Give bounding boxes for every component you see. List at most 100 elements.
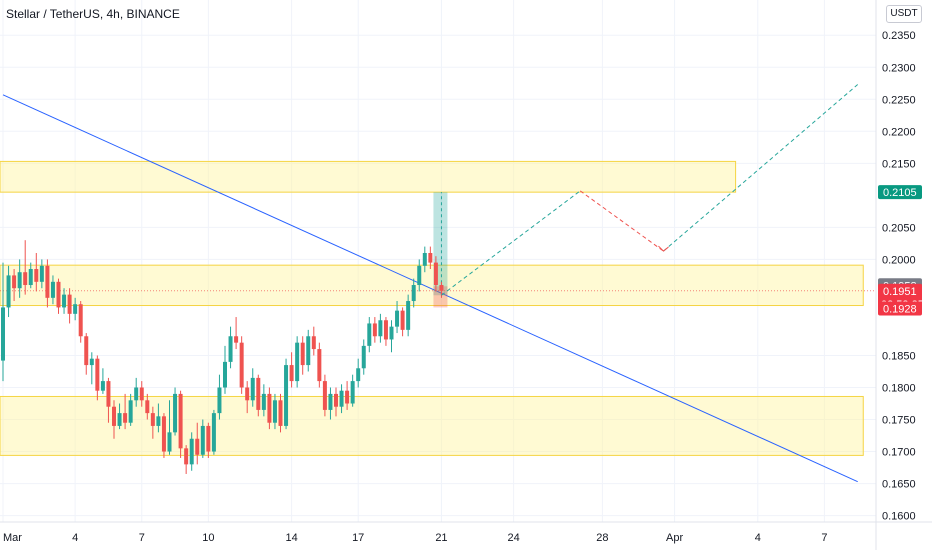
- candle-body: [84, 336, 89, 366]
- candle-body: [62, 294, 67, 308]
- candle-body: [123, 413, 128, 423]
- candle-body: [372, 323, 377, 337]
- projection-layer: [441, 84, 859, 296]
- zones-layer: [0, 160, 864, 456]
- candle-body: [356, 368, 361, 382]
- projection-arrow: [658, 245, 669, 252]
- price-tag-label: 0.1928: [883, 304, 917, 316]
- candle-body: [200, 425, 205, 455]
- time-axis-label: 17: [352, 532, 364, 544]
- candle-body: [17, 272, 22, 289]
- time-axis-label: Apr: [666, 532, 683, 544]
- candle-body: [234, 336, 239, 343]
- candle-body: [195, 438, 200, 455]
- price-axis-label: 0.1650: [882, 479, 916, 491]
- candle-body: [289, 365, 294, 382]
- short-highlight: [433, 286, 448, 308]
- price-tag-label: 0.2105: [883, 187, 917, 199]
- candle-body: [328, 393, 333, 410]
- price-axis-label: 0.1750: [882, 415, 916, 427]
- price-tag-box: [878, 185, 922, 200]
- price-axis-label: 0.2150: [882, 158, 916, 170]
- candle-body: [156, 416, 161, 426]
- candle-body: [112, 406, 116, 426]
- time-axis-label: 14: [285, 532, 297, 544]
- candle-body: [223, 361, 227, 388]
- candle-body: [6, 275, 11, 308]
- candle-body: [161, 416, 166, 452]
- candle-body: [400, 310, 405, 330]
- chart-title: Stellar / TetherUS, 4h, BINANCE: [6, 7, 180, 21]
- candle-body: [78, 304, 83, 337]
- candle-body: [306, 336, 311, 366]
- candle-body: [261, 393, 266, 410]
- zone-box: [0, 160, 737, 193]
- price-tag-label: 0.1951: [883, 286, 917, 298]
- candle-body: [89, 358, 94, 366]
- time-axis-label: 7: [139, 532, 145, 544]
- candle-body: [1, 307, 5, 361]
- candle-body: [184, 448, 189, 465]
- candle-body: [145, 400, 150, 414]
- projection-segment: [579, 190, 664, 252]
- price-axis-label: 0.2250: [882, 94, 916, 106]
- candle-body: [178, 393, 183, 449]
- time-axis-label: 4: [755, 532, 761, 544]
- candle-body: [417, 265, 422, 286]
- price-axis[interactable]: 0.2350 0.2300 0.2250 0.2200 0.2150 0.2050 0.20…: [875, 0, 916, 550]
- time-axis-label: 28: [596, 532, 608, 544]
- candle-body: [311, 336, 316, 350]
- candle-body: [361, 345, 366, 369]
- price-axis-label: 0.2350: [882, 30, 916, 42]
- price-axis-label: 0.2200: [882, 126, 916, 138]
- price-axis-label: 0.1600: [882, 511, 916, 523]
- candle-body: [56, 281, 61, 308]
- trendline-layer: [2, 94, 858, 483]
- candle-body: [295, 342, 300, 382]
- candle-body: [150, 413, 155, 426]
- candle-body: [167, 432, 172, 452]
- time-axis-label: 7: [821, 532, 827, 544]
- candle-body: [117, 413, 122, 426]
- price-axis-label: 0.2300: [882, 62, 916, 74]
- projection-segment: [441, 190, 581, 296]
- candle-body: [139, 387, 144, 401]
- candle-body: [411, 285, 416, 302]
- trendline: [2, 94, 858, 483]
- time-axis-label: 24: [507, 532, 519, 544]
- price-axis-label: 0.1800: [882, 382, 916, 394]
- time-axis-label: 4: [72, 532, 78, 544]
- candle-body: [228, 336, 233, 362]
- candle-body: [350, 381, 355, 404]
- candle-body: [378, 320, 383, 337]
- candle-body: [439, 285, 444, 291]
- candle-body: [317, 349, 322, 382]
- candle-body: [278, 400, 283, 426]
- candle-body: [383, 320, 388, 340]
- currency-button[interactable]: USDT: [886, 5, 922, 23]
- candle-body: [334, 393, 338, 407]
- candle-body: [217, 387, 222, 414]
- candle-body: [256, 377, 261, 410]
- time-axis[interactable]: Mar 4 7 10 14 17 21 24 28 Apr 4 7: [0, 521, 932, 544]
- candle-body: [34, 269, 39, 282]
- price-axis-label: 0.1700: [882, 447, 916, 459]
- candle-body: [239, 342, 244, 388]
- candle-body: [211, 413, 216, 452]
- candle-body: [272, 400, 277, 423]
- candle-body: [395, 310, 400, 327]
- candles-layer: [1, 240, 444, 474]
- candle-body: [300, 342, 305, 366]
- candle-body: [95, 358, 100, 391]
- candle-body: [128, 400, 133, 423]
- candle-body: [12, 275, 17, 289]
- chart-grid: [0, 0, 876, 522]
- candle-body: [339, 390, 344, 407]
- candle-body: [267, 393, 272, 423]
- candle-body: [367, 323, 372, 346]
- candle-body: [134, 387, 139, 401]
- candle-body: [39, 265, 44, 282]
- candle-body: [100, 381, 105, 391]
